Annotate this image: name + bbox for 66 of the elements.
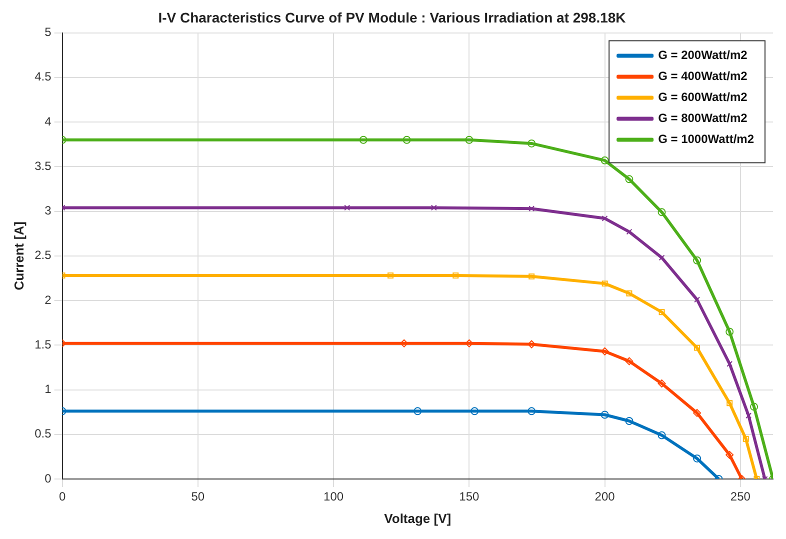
y-tick-label: 3.5	[34, 158, 52, 173]
point	[430, 204, 437, 211]
y-tick-label: 0	[44, 471, 52, 486]
point	[528, 407, 536, 416]
y-axis-title: Current [A]	[11, 222, 26, 290]
y-tick-label: 4	[44, 114, 52, 128]
point	[693, 256, 702, 264]
point	[658, 208, 666, 216]
point	[470, 407, 479, 416]
point	[602, 280, 608, 287]
chart-title: I-V Characteristics Curve of PV Module : Various Irradiation at 298.18K	[158, 9, 626, 26]
x-tick-label: 250	[730, 490, 751, 504]
point	[600, 347, 609, 356]
x-tick-label: 150	[459, 490, 480, 504]
point	[658, 380, 666, 388]
point	[626, 228, 632, 235]
point	[726, 450, 734, 459]
point	[402, 136, 411, 144]
y-tick-label: 3	[44, 204, 52, 218]
legend-label: G = 400Watt/m2	[658, 69, 748, 84]
legend-label: G = 1000Watt/m2	[658, 132, 754, 146]
point	[693, 454, 702, 462]
point	[600, 156, 609, 164]
point	[694, 344, 700, 351]
point	[658, 431, 666, 440]
point	[750, 402, 758, 411]
point	[625, 175, 634, 184]
point	[528, 206, 535, 212]
y-tick-label: 1	[44, 382, 52, 396]
x-tick-label: 50	[191, 490, 205, 504]
point	[465, 136, 474, 144]
point	[414, 407, 422, 416]
legend-label: G = 800Watt/m2	[658, 111, 748, 126]
x-tick-label: 100	[324, 490, 344, 504]
point	[528, 273, 535, 280]
point	[452, 272, 459, 279]
y-tick-label: 2.5	[34, 248, 52, 262]
point	[625, 357, 634, 366]
point	[742, 436, 749, 442]
point	[626, 290, 632, 296]
y-tick-label: 2	[44, 292, 52, 307]
legend-label: G = 200Watt/m2	[658, 48, 748, 62]
point	[658, 309, 665, 316]
point	[388, 272, 394, 279]
x-tick-label: 200	[594, 490, 616, 504]
point	[726, 328, 734, 336]
point	[602, 215, 608, 222]
legend-label: G = 600Watt/m2	[658, 90, 748, 104]
point	[528, 340, 536, 348]
x-tick-label: 0	[58, 490, 66, 504]
point	[600, 410, 609, 419]
point	[344, 204, 350, 211]
point	[726, 360, 733, 367]
point	[658, 254, 665, 261]
point	[625, 416, 634, 425]
point	[746, 412, 752, 419]
x-axis-title: Voltage [V]	[384, 510, 452, 526]
y-tick-label: 0.5	[34, 426, 52, 441]
point	[693, 408, 702, 417]
y-tick-label: 4.5	[34, 70, 52, 84]
y-tick-label: 1.5	[34, 337, 52, 352]
point	[726, 400, 733, 406]
point	[359, 136, 368, 144]
point	[528, 139, 536, 148]
y-tick-label: 5	[44, 25, 52, 40]
point	[694, 296, 700, 303]
